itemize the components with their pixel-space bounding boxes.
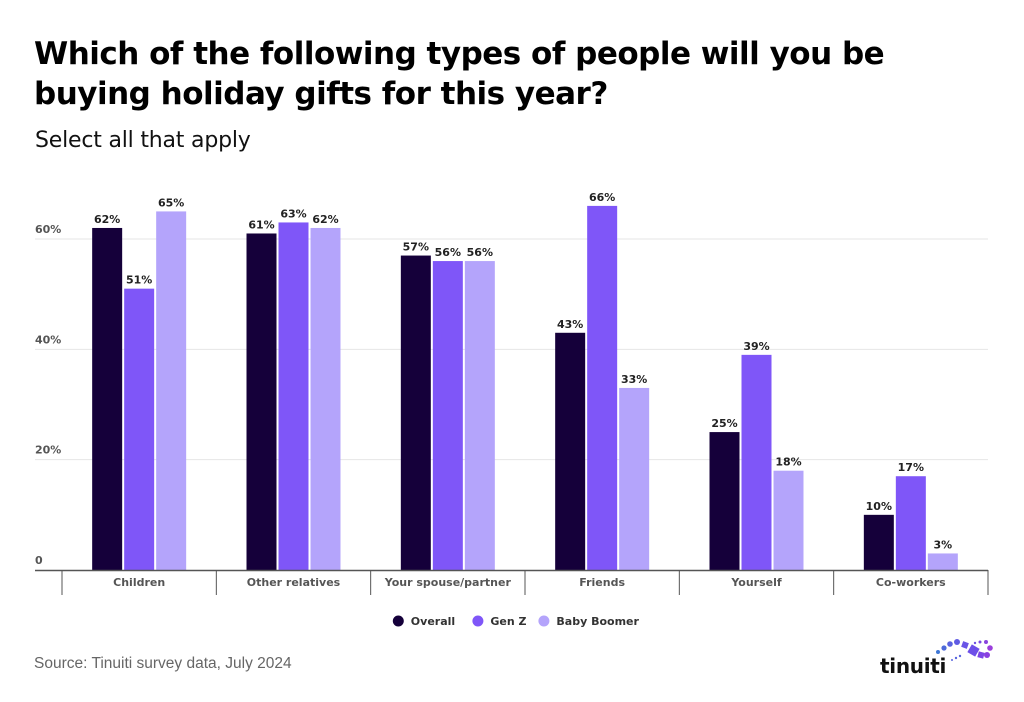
legend-label: Baby Boomer — [556, 615, 639, 628]
legend-label: Overall — [411, 615, 455, 628]
bar-overall — [555, 332, 586, 570]
bar-gen-z — [432, 261, 463, 570]
bar-baby-boomer — [619, 387, 650, 570]
bar-gen-z — [124, 288, 155, 570]
data-label: 56% — [435, 246, 461, 259]
bars: 62% 51% 65% 61% 63% 62% 57% 56% 56% 43% 66% 33% 25% 3… — [92, 191, 958, 571]
bar-gen-z — [278, 222, 309, 570]
data-label: 63% — [280, 207, 306, 220]
bar-baby-boomer — [927, 553, 958, 570]
y-tick-label: 0 — [35, 554, 43, 567]
legend-item: Baby Boomer — [538, 615, 640, 628]
data-label: 61% — [248, 218, 274, 231]
data-label: 39% — [743, 340, 769, 353]
bar-overall — [863, 514, 894, 570]
chart-title: Which of the following types of people w… — [34, 36, 885, 112]
data-label: 51% — [126, 274, 152, 287]
y-tick-label: 20% — [35, 444, 61, 457]
gridlines: 0 20% 40% 60% — [35, 223, 988, 567]
x-tick-label: Children — [113, 576, 165, 589]
data-label: 56% — [467, 246, 493, 259]
data-label: 25% — [711, 417, 737, 430]
x-tick-label: Friends — [579, 576, 625, 589]
bar-overall — [400, 255, 431, 571]
data-label: 3% — [933, 538, 952, 551]
data-label: 66% — [589, 191, 615, 204]
tinuiti-logo: tinuiti — [878, 634, 998, 684]
bar-baby-boomer — [464, 261, 495, 570]
bar-baby-boomer — [773, 470, 804, 570]
legend-swatch — [538, 615, 550, 627]
source-note: Source: Tinuiti survey data, July 2024 — [34, 655, 292, 672]
y-tick-label: 40% — [35, 333, 61, 346]
data-label: 18% — [775, 456, 801, 469]
brand-name: tinuiti — [880, 654, 947, 678]
x-tick-label: Yourself — [730, 576, 782, 589]
data-label: 10% — [866, 500, 892, 513]
bar-overall — [709, 432, 740, 570]
data-label: 62% — [94, 213, 120, 226]
legend-item: Gen Z — [472, 615, 527, 628]
data-label: 65% — [158, 196, 184, 209]
x-tick-label: Co-workers — [876, 576, 946, 589]
chart-subtitle: Select all that apply — [35, 128, 251, 153]
legend-swatch — [472, 615, 484, 627]
bar-gen-z — [741, 354, 772, 570]
legend-label: Gen Z — [490, 615, 526, 628]
bar-baby-boomer — [156, 211, 187, 570]
data-label: 43% — [557, 318, 583, 331]
legend-item: Overall — [392, 615, 455, 628]
data-label: 17% — [898, 461, 924, 474]
bar-gen-z — [895, 476, 926, 570]
data-label: 57% — [403, 241, 429, 254]
x-tick-label: Other relatives — [247, 576, 341, 589]
data-label: 33% — [621, 373, 647, 386]
x-axis: Children Other relatives Your spouse/partn… — [35, 569, 989, 595]
x-tick-label: Your spouse/partner — [384, 576, 512, 589]
infinity-dots-icon — [936, 639, 993, 661]
bar-overall — [246, 233, 277, 570]
y-tick-label: 60% — [35, 223, 61, 236]
bar-overall — [92, 227, 123, 570]
bar-baby-boomer — [310, 227, 341, 570]
legend-swatch — [392, 615, 404, 627]
legend: Overall Gen Z Baby Boomer — [392, 615, 640, 628]
data-label: 62% — [312, 213, 338, 226]
bar-gen-z — [587, 205, 618, 570]
